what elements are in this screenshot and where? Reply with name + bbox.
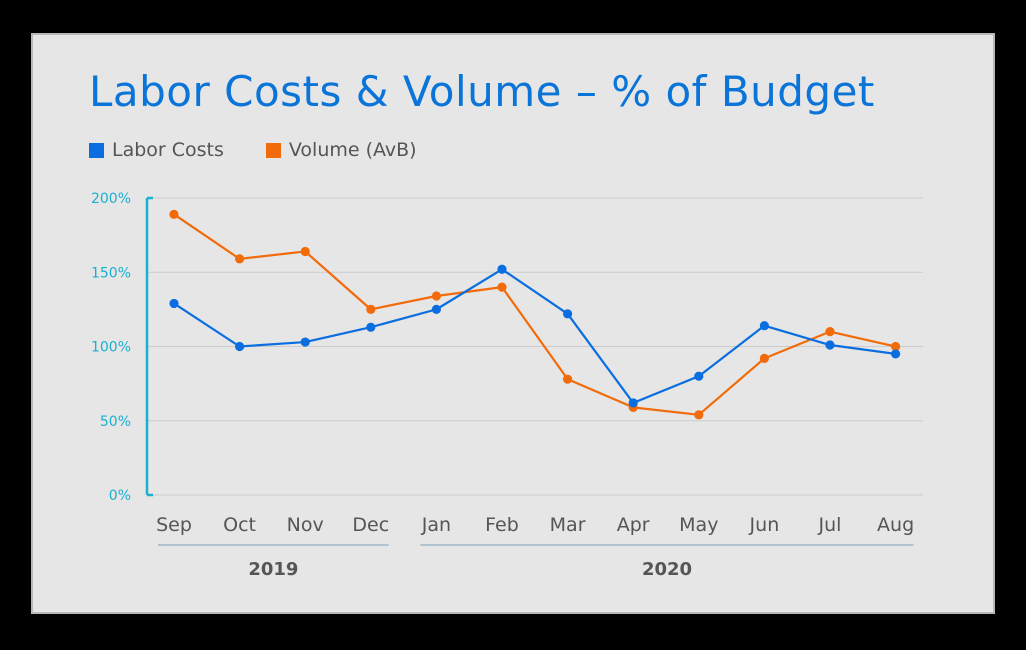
data-point-labor-costs-jul xyxy=(825,340,835,350)
data-point-volume-avb-feb xyxy=(497,282,507,292)
data-point-volume-avb-dec xyxy=(366,304,376,314)
x-tick-label-sep: Sep xyxy=(156,514,192,536)
x-tick-label-nov: Nov xyxy=(287,514,324,536)
data-point-labor-costs-jan xyxy=(431,304,441,314)
chart-title: Labor Costs & Volume – % of Budget xyxy=(89,67,875,116)
x-tick-label-dec: Dec xyxy=(352,514,389,536)
x-tick-label-apr: Apr xyxy=(617,514,650,536)
y-tick-label-0: 0% xyxy=(109,488,131,504)
legend: Labor Costs Volume (AvB) xyxy=(89,139,459,161)
data-point-labor-costs-oct xyxy=(235,341,245,352)
data-point-volume-avb-jul xyxy=(825,327,835,337)
slide: Labor Costs & Volume – % of Budget Labor… xyxy=(31,33,995,614)
data-point-volume-avb-aug xyxy=(891,341,901,352)
data-point-volume-avb-may xyxy=(694,410,704,420)
data-point-volume-avb-nov xyxy=(300,246,310,257)
data-point-labor-costs-dec xyxy=(366,322,376,332)
x-tick-label-aug: Aug xyxy=(877,514,914,536)
x-tick-label-mar: Mar xyxy=(550,514,586,536)
data-point-labor-costs-jun xyxy=(759,321,770,331)
x-tick-label-jan: Jan xyxy=(421,514,451,536)
y-tick-label-50: 50% xyxy=(100,414,131,430)
legend-swatch-volume xyxy=(265,142,281,158)
x-tick-label-oct: Oct xyxy=(223,514,256,536)
data-point-volume-avb-jun xyxy=(759,353,770,363)
line-chart: 0% 50% 100% 150% 200% Sep Oct Nov Dec Jan Feb Mar Ap… xyxy=(91,191,923,580)
data-point-labor-costs-sep xyxy=(169,298,179,309)
series-line-labor-costs xyxy=(173,268,896,405)
legend-item-labor-costs: Labor Costs xyxy=(89,139,224,161)
group-label-2020: 2020 xyxy=(642,559,692,580)
legend-label-labor-costs: Labor Costs xyxy=(112,139,224,161)
data-point-labor-costs-feb xyxy=(497,264,507,274)
data-point-labor-costs-apr xyxy=(628,398,638,408)
data-point-volume-avb-jan xyxy=(431,291,441,301)
legend-swatch-labor-costs xyxy=(89,142,104,158)
data-point-labor-costs-mar xyxy=(563,309,573,319)
legend-item-volume: Volume (AvB) xyxy=(265,139,417,161)
x-tick-label-may: May xyxy=(679,514,718,536)
data-point-volume-avb-oct xyxy=(235,254,245,264)
y-tick-label-100: 100% xyxy=(91,340,131,356)
data-point-volume-avb-sep xyxy=(169,209,179,219)
x-tick-label-feb: Feb xyxy=(485,514,519,536)
x-tick-label-jul: Jul xyxy=(818,514,842,536)
data-point-volume-avb-mar xyxy=(563,374,573,384)
y-tick-label-200: 200% xyxy=(91,191,131,207)
x-tick-label-jun: Jun xyxy=(749,514,780,536)
data-point-labor-costs-nov xyxy=(300,337,310,347)
data-point-labor-costs-aug xyxy=(891,349,901,359)
y-tick-label-150: 150% xyxy=(91,265,131,281)
series-line-volume-avb xyxy=(173,213,896,416)
data-point-labor-costs-may xyxy=(694,371,704,381)
group-label-2019: 2019 xyxy=(248,559,298,580)
legend-label-volume: Volume (AvB) xyxy=(288,139,417,161)
